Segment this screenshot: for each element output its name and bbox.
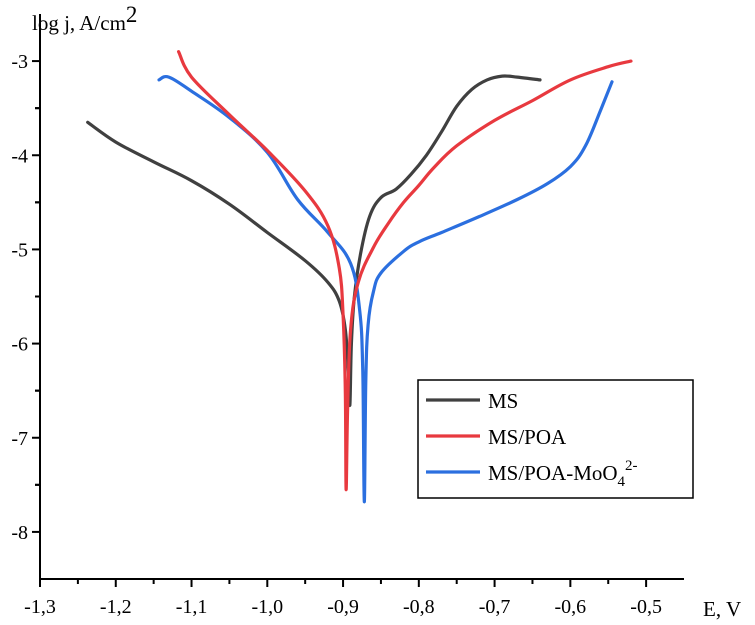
x-tick-label: -1,3: [24, 596, 56, 618]
legend-item-ms-poa-moo4: MS/POA-MoO42-: [426, 458, 638, 490]
series-ms-line: [86, 74, 542, 408]
y-axis-label: log j, A/cm2: [32, 2, 137, 35]
series-layer: [86, 50, 633, 504]
x-axis-label: E, V: [703, 597, 741, 621]
y-tick-label: -6: [11, 334, 28, 356]
legend-label: MS: [488, 389, 518, 413]
x-tick-label: -1,1: [176, 596, 208, 618]
x-tick-label: -0,6: [555, 596, 587, 618]
x-tick-label: -0,5: [630, 596, 662, 618]
y-tick-label: -3: [11, 51, 28, 73]
legend: MS MS/POA MS/POA-MoO42-: [417, 379, 694, 499]
x-tick-label: -0,7: [479, 596, 511, 618]
y-tick-label: -8: [11, 522, 28, 544]
series-ms-poa-moo4-line: [157, 75, 614, 504]
x-tick-label: -0,9: [327, 596, 359, 618]
legend-item-ms-poa: MS/POA: [426, 425, 567, 449]
y-tick-label: -7: [11, 428, 28, 450]
x-tick-label: -1,2: [100, 596, 132, 618]
y-tick-label: -4: [11, 145, 28, 167]
y-tick-label: -5: [11, 239, 28, 261]
legend-item-ms: MS: [426, 389, 518, 413]
legend-label: MS/POA: [488, 425, 567, 449]
series-ms-poa-line: [177, 50, 633, 492]
legend-label: MS/POA-MoO42-: [488, 458, 638, 490]
axes: -1,3 -1,2 -1,1 -1,0 -0,9 -0,8 -0,7 -0,6 -0,5 -3 -4…: [11, 14, 684, 618]
x-tick-label: -1,0: [251, 596, 283, 618]
x-tick-label: -0,8: [403, 596, 435, 618]
